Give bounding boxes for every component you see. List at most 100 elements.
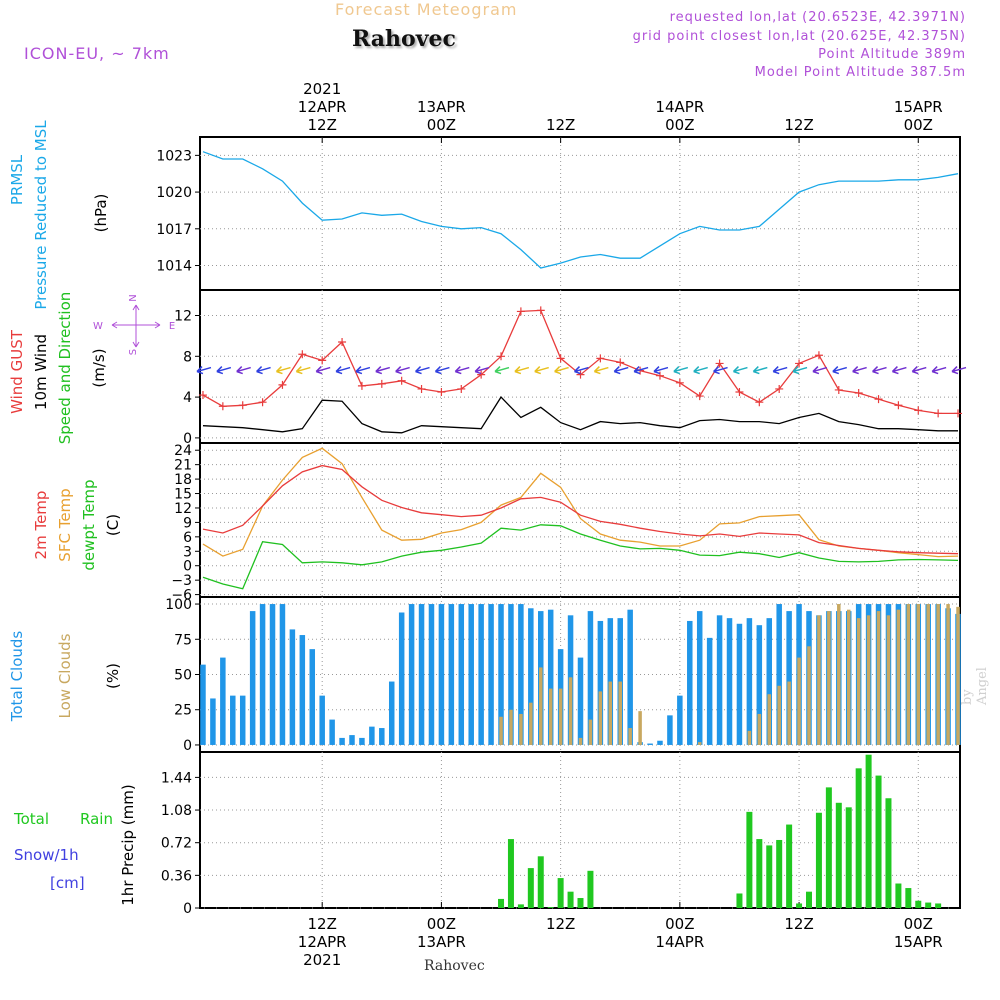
gust-line-point xyxy=(854,389,863,398)
bottom-time-label: 00Z xyxy=(427,915,456,933)
ytick-label-temp: 15 xyxy=(174,487,192,503)
gust-line-point xyxy=(417,384,426,393)
total-cloud-bar xyxy=(518,604,524,745)
total-cloud-bar xyxy=(379,728,385,745)
low-cloud-bar xyxy=(817,615,821,745)
total-cloud-bar xyxy=(746,618,753,745)
footer-station-name: Rahovec xyxy=(424,958,485,974)
wind-direction-arrow xyxy=(872,366,887,375)
ytick-label-pressure: 1017 xyxy=(156,222,192,238)
low-cloud-bar xyxy=(697,742,702,745)
rain-bar xyxy=(905,888,912,908)
gust-line-point xyxy=(715,359,724,368)
gust-line-point xyxy=(357,381,366,390)
total-cloud-bar xyxy=(756,625,763,745)
total-cloud-bar xyxy=(359,737,365,745)
wind-direction-arrow xyxy=(514,366,530,375)
panel-frame-wind xyxy=(199,289,961,444)
low-cloud-bar xyxy=(856,618,861,745)
low-cloud-bar xyxy=(578,737,583,745)
rain-bar xyxy=(587,870,594,908)
wind-direction-arrow xyxy=(534,366,549,375)
total-cloud-bar xyxy=(706,637,713,745)
pressure-line xyxy=(202,151,959,269)
total-cloud-bar xyxy=(388,681,395,745)
gust-line-point xyxy=(516,307,525,316)
bottom-time-label: 2021 xyxy=(303,951,341,969)
low-cloud-bar xyxy=(638,711,642,745)
ytick-label-precip: 1.08 xyxy=(161,803,192,819)
total-cloud-bar xyxy=(299,635,306,745)
total-cloud-bar xyxy=(259,604,266,745)
rain-bar xyxy=(557,878,564,908)
total-cloud-bar xyxy=(786,611,792,745)
wind-direction-arrow xyxy=(593,366,609,375)
wind-direction-arrow xyxy=(375,366,391,375)
gust-line-point xyxy=(377,379,386,388)
bottom-time-label: 12Z xyxy=(308,915,337,933)
gust-line xyxy=(202,309,959,415)
total-cloud-bar xyxy=(230,695,236,745)
total-cloud-bar xyxy=(647,743,653,745)
snow-unit: [cm] xyxy=(50,874,85,892)
ytick-label-pressure: 1023 xyxy=(156,148,192,164)
total-cloud-bar xyxy=(418,604,425,745)
total-cloud-bar xyxy=(508,604,514,745)
rain-bar xyxy=(935,903,942,908)
cloud-unit: (%) xyxy=(104,663,122,689)
dewpoint-label: dewpt Temp xyxy=(80,479,98,570)
top-time-label: 13APR xyxy=(417,98,466,116)
wind-direction-arrow xyxy=(494,366,510,375)
wind-unit: (m/s) xyxy=(90,348,108,387)
total-cloud-bar xyxy=(239,695,246,745)
gust-line-point xyxy=(457,384,466,393)
total-cloud-bar xyxy=(577,657,584,745)
wind-direction-arrow xyxy=(653,366,669,375)
ytick-label-temp: 21 xyxy=(174,458,192,474)
wind-label: 10m Wind xyxy=(32,334,50,410)
low-cloud-bar xyxy=(548,688,553,745)
gust-line-point xyxy=(775,384,784,393)
wind-direction-arrow xyxy=(852,366,867,375)
low-cloud-bar xyxy=(767,694,772,745)
station-name: Rahovec xyxy=(352,26,456,52)
bottom-time-label: 00Z xyxy=(904,915,933,933)
total-cloud-bar xyxy=(289,629,296,745)
wind-direction-arrow xyxy=(474,366,490,375)
top-time-label: 2021 xyxy=(303,80,341,98)
low-cloud-bar xyxy=(807,646,811,745)
ytick-label-clouds: 0 xyxy=(183,738,192,754)
ytick-label-temp: −3 xyxy=(171,573,192,589)
requested-coordinates: requested lon,lat (20.6523E, 42.3971N) xyxy=(669,10,966,25)
bottom-time-label: 13APR xyxy=(417,933,466,951)
wind-speed-line xyxy=(202,396,959,434)
gust-line-point xyxy=(437,388,446,396)
gust-line-point xyxy=(556,354,565,363)
rain-bar xyxy=(537,856,544,908)
low-cloud-bar xyxy=(936,604,940,745)
total-cloud-bar xyxy=(448,604,455,745)
gust-line-point xyxy=(318,356,327,365)
rain-bar xyxy=(517,904,524,908)
rain-bar xyxy=(507,839,514,908)
low-cloud-bar xyxy=(886,615,891,745)
wind-direction-arrow xyxy=(613,366,629,375)
total-cloud-bar xyxy=(528,608,534,745)
low-cloud-bar xyxy=(866,615,871,745)
total-cloud-bar xyxy=(329,719,335,745)
total-cloud-bar xyxy=(607,618,614,745)
rain-bar xyxy=(736,893,743,908)
gust-line-point xyxy=(238,401,247,410)
ytick-label-temp: 3 xyxy=(183,544,192,560)
bottom-time-label: 12Z xyxy=(546,915,575,933)
ytick-label-temp: −6 xyxy=(171,588,192,604)
wind-direction-arrow xyxy=(256,366,271,375)
total-cloud-bar xyxy=(677,695,683,745)
wind-direction-arrow xyxy=(415,366,430,375)
low-cloud-bar xyxy=(499,716,503,745)
top-time-label: 12Z xyxy=(784,116,813,134)
total-cloud-bar xyxy=(249,611,256,745)
gust-line-point xyxy=(755,398,764,407)
ytick-label-clouds: 100 xyxy=(165,597,192,613)
gust-line-point xyxy=(497,352,506,361)
